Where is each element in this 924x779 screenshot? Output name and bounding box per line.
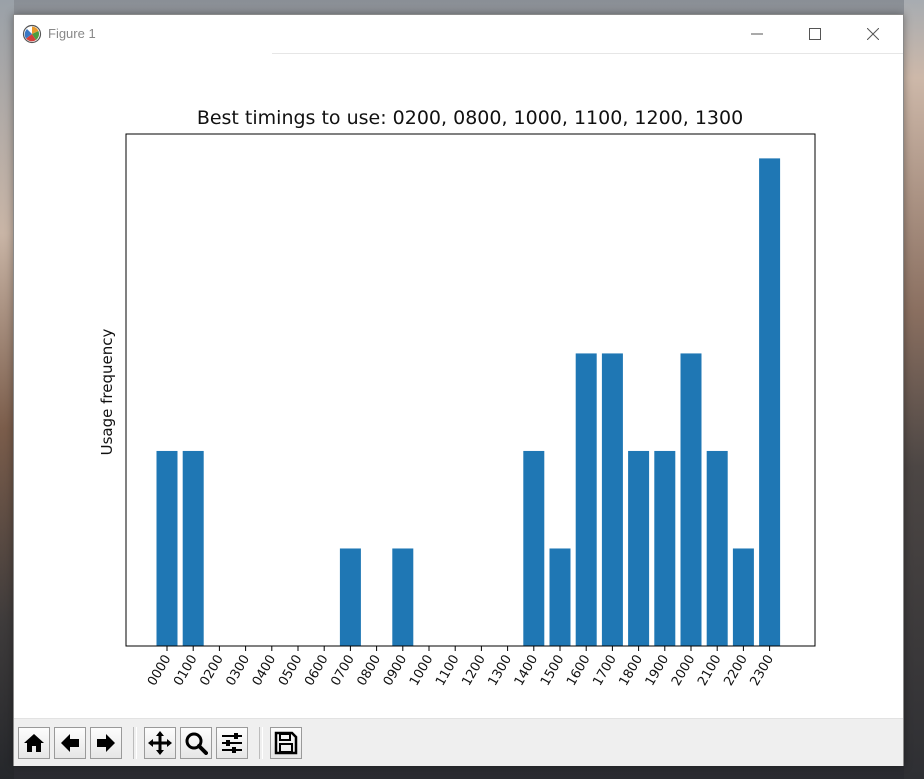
bar-0100 xyxy=(182,450,204,646)
arrow-left-icon xyxy=(61,734,79,752)
x-tick-label: 0900 xyxy=(381,653,411,689)
x-tick-label: 1000 xyxy=(407,653,437,689)
move-icon xyxy=(148,731,172,755)
x-tick-label: 1600 xyxy=(564,653,594,689)
pan-button[interactable] xyxy=(144,727,176,759)
window-title: Figure 1 xyxy=(48,26,96,41)
plot-area[interactable]: Best timings to use: 0200, 0800, 1000, 1… xyxy=(14,54,903,718)
minimize-icon xyxy=(751,33,763,35)
bar-1600 xyxy=(575,353,597,646)
bar-1400 xyxy=(523,450,545,646)
forward-button[interactable] xyxy=(90,727,122,759)
y-axis-label: Usage frequency xyxy=(98,329,116,456)
magnifier-icon xyxy=(185,732,208,755)
x-tick-label: 0300 xyxy=(224,653,254,689)
toolbar-separator xyxy=(259,727,263,759)
x-tick-label: 0500 xyxy=(276,653,306,689)
close-icon xyxy=(867,28,879,40)
navigation-toolbar xyxy=(14,718,903,766)
bar-2000 xyxy=(680,353,702,646)
maximize-button[interactable] xyxy=(786,15,844,53)
x-tick-label: 0400 xyxy=(250,653,280,689)
x-ticks-group: 0000010002000300040005000600070008000900… xyxy=(145,646,777,689)
title-bar-divider xyxy=(272,53,903,54)
desktop-background-left xyxy=(0,0,14,779)
bars-group xyxy=(156,158,781,646)
x-tick-label: 0100 xyxy=(171,653,201,689)
axes-frame xyxy=(125,133,816,647)
x-tick-label: 1200 xyxy=(459,653,489,689)
bar-2200 xyxy=(732,548,754,646)
x-tick-label: 0600 xyxy=(302,653,332,689)
chart-title: Best timings to use: 0200, 0800, 1000, 1… xyxy=(197,107,743,129)
x-tick-label: 2300 xyxy=(748,653,778,689)
home-icon xyxy=(24,734,44,752)
x-tick-label: 0700 xyxy=(328,653,358,689)
x-tick-label: 1800 xyxy=(617,653,647,689)
x-tick-label: 2000 xyxy=(669,653,699,689)
close-button[interactable] xyxy=(844,15,902,53)
matplotlib-logo-icon xyxy=(22,24,42,44)
bar-chart: Best timings to use: 0200, 0800, 1000, 1… xyxy=(98,107,816,689)
minimize-button[interactable] xyxy=(728,15,786,53)
zoom-button[interactable] xyxy=(180,727,212,759)
bar-2300 xyxy=(759,158,781,646)
maximize-icon xyxy=(809,28,821,40)
x-tick-label: 1500 xyxy=(538,653,568,689)
title-bar[interactable]: Figure 1 xyxy=(14,15,903,53)
bar-1800 xyxy=(628,450,650,646)
x-tick-label: 1300 xyxy=(486,653,516,689)
arrow-right-icon xyxy=(97,734,115,752)
figure-window: Figure 1 Best timings to use: 0200, 0800… xyxy=(13,14,904,766)
bar-1700 xyxy=(601,353,623,646)
desktop-background-right xyxy=(904,0,924,779)
x-tick-label: 0000 xyxy=(145,653,175,689)
toolbar-separator xyxy=(133,727,137,759)
x-tick-label: 0200 xyxy=(197,653,227,689)
x-tick-label: 1100 xyxy=(433,653,463,689)
bar-1500 xyxy=(549,548,571,646)
x-tick-label: 1700 xyxy=(590,653,620,689)
bar-0700 xyxy=(339,548,361,646)
configure-subplots-button[interactable] xyxy=(216,727,248,759)
floppy-disk-icon xyxy=(274,731,298,755)
bar-0000 xyxy=(156,450,178,646)
home-button[interactable] xyxy=(18,727,50,759)
bar-0900 xyxy=(392,548,414,646)
back-button[interactable] xyxy=(54,727,86,759)
bar-2100 xyxy=(706,450,728,646)
x-tick-label: 0800 xyxy=(355,653,385,689)
x-tick-label: 1400 xyxy=(512,653,542,689)
x-tick-label: 1900 xyxy=(643,653,673,689)
bar-1900 xyxy=(654,450,676,646)
x-tick-label: 2100 xyxy=(695,653,725,689)
sliders-icon xyxy=(222,733,242,753)
x-tick-label: 2200 xyxy=(721,653,751,689)
save-button[interactable] xyxy=(270,727,302,759)
